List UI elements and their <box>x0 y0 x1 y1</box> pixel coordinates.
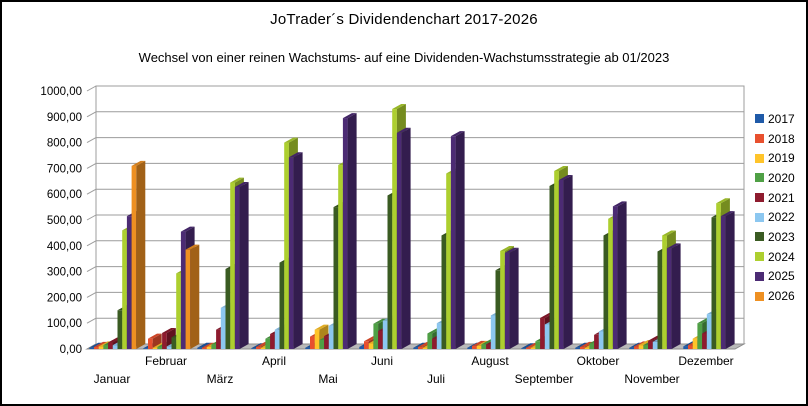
bar-2025-September <box>558 175 573 349</box>
legend-item-2021: 2021 <box>755 188 795 208</box>
x-axis-label: Juli <box>427 372 445 386</box>
legend-swatch <box>755 212 764 222</box>
y-axis-label: 200,00 <box>47 292 82 304</box>
legend: 2017 2018 2019 2020 2021 2022 2023 2024 2025 2026 <box>755 109 795 306</box>
axis-tick <box>86 188 97 195</box>
axis-tick <box>86 111 97 118</box>
x-axis-label: Juni <box>371 354 393 368</box>
legend-swatch <box>755 291 764 301</box>
bar-2025-Oktober <box>612 201 627 349</box>
legend-label: 2022 <box>768 210 795 225</box>
bar-2025-Mai <box>342 113 357 349</box>
axis-tick <box>86 214 97 221</box>
x-axis-label: Oktober <box>577 354 620 368</box>
y-axis-label: 500,00 <box>47 215 82 227</box>
axis-tick <box>86 137 97 144</box>
legend-item-2025: 2025 <box>755 267 795 287</box>
bar-2025-November <box>666 243 681 349</box>
legend-label: 2024 <box>768 249 795 264</box>
bar-2025-Juli <box>450 131 465 349</box>
chart-title: JoTrader´s Dividendenchart 2017-2026 <box>270 11 538 28</box>
y-axis-label: 700,00 <box>47 163 82 175</box>
legend-item-2019: 2019 <box>755 148 795 168</box>
bar-2025-August <box>504 247 519 349</box>
bar-2025-März <box>234 181 249 349</box>
legend-label: 2021 <box>768 190 795 205</box>
x-axis-label: Dezember <box>678 354 733 368</box>
chart-subtitle: Wechsel von einer reinen Wachstums- auf … <box>138 50 670 65</box>
y-axis-label: 100,00 <box>47 318 82 330</box>
legend-label: 2017 <box>768 111 795 126</box>
y-axis-label: 400,00 <box>47 241 82 253</box>
legend-item-2020: 2020 <box>755 168 795 188</box>
bar-2025-April <box>288 152 303 349</box>
bar-2026-Februar <box>185 244 200 349</box>
legend-swatch <box>755 114 764 124</box>
axis-tick <box>86 85 97 92</box>
axis-tick <box>86 162 97 169</box>
axis-tick <box>86 240 97 247</box>
x-axis-label: März <box>207 372 234 386</box>
legend-label: 2019 <box>768 151 795 166</box>
axis-tick <box>86 317 97 324</box>
legend-label: 2025 <box>768 269 795 284</box>
legend-swatch <box>755 232 764 242</box>
axis-tick <box>86 291 97 298</box>
legend-item-2023: 2023 <box>755 227 795 247</box>
y-axis-label: 300,00 <box>47 267 82 279</box>
legend-swatch <box>755 271 764 281</box>
y-axis-label: 900,00 <box>47 112 82 124</box>
legend-item-2026: 2026 <box>755 286 795 306</box>
y-axis-label: 1000,00 <box>40 86 82 98</box>
bar-2025-Juni <box>396 127 411 350</box>
legend-item-2018: 2018 <box>755 129 795 149</box>
legend-swatch <box>755 252 764 262</box>
legend-item-2022: 2022 <box>755 207 795 227</box>
x-axis-label: August <box>471 354 509 368</box>
x-axis-label: Mai <box>318 372 337 386</box>
legend-label: 2023 <box>768 229 795 244</box>
legend-item-2017: 2017 <box>755 109 795 129</box>
y-axis-label: 0,00 <box>60 344 82 356</box>
axis-tick <box>86 266 97 273</box>
x-axis-label: November <box>624 372 679 386</box>
y-axis-label: 800,00 <box>47 138 82 150</box>
bar-2026-Januar <box>131 160 146 349</box>
legend-item-2024: 2024 <box>755 247 795 267</box>
x-axis-label: Januar <box>94 372 131 386</box>
x-axis-label: Februar <box>145 354 187 368</box>
legend-label: 2026 <box>768 289 795 304</box>
legend-label: 2018 <box>768 131 795 146</box>
legend-swatch <box>755 173 764 183</box>
legend-label: 2020 <box>768 170 795 185</box>
bar-2025-Dezember <box>720 211 735 349</box>
legend-swatch <box>755 193 764 203</box>
legend-swatch <box>755 134 764 144</box>
x-axis-label: September <box>515 372 574 386</box>
legend-swatch <box>755 153 764 163</box>
x-axis-label: April <box>262 354 286 368</box>
y-axis-label: 600,00 <box>47 189 82 201</box>
